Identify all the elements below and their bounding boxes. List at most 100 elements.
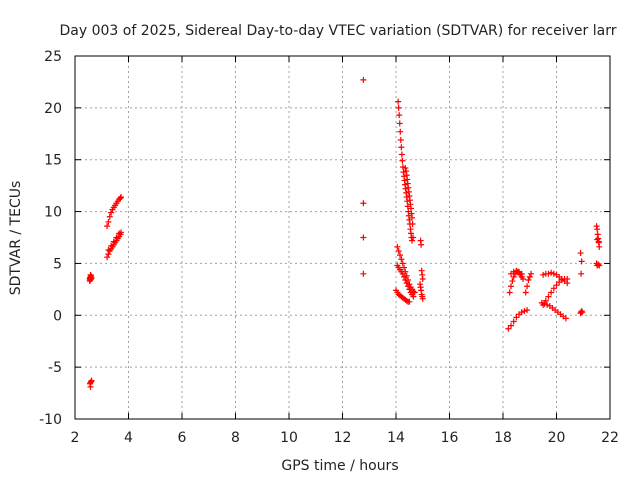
data-point — [419, 295, 426, 302]
data-point — [106, 213, 113, 220]
data-point — [394, 243, 401, 250]
data-point — [513, 314, 520, 321]
series-arc-8 — [402, 165, 417, 241]
data-point — [545, 293, 552, 300]
y-tick-label: -5 — [48, 360, 62, 376]
series-arc-7 — [395, 98, 416, 244]
x-tick-label: 20 — [548, 430, 566, 446]
data-point — [578, 270, 585, 277]
data-point — [509, 278, 516, 285]
data-point — [595, 239, 602, 246]
data-point — [401, 264, 408, 271]
series-arc-21 — [577, 250, 586, 317]
data-point — [360, 76, 367, 83]
data-point — [409, 221, 416, 228]
data-point — [510, 268, 517, 275]
data-point — [526, 273, 533, 280]
data-point — [397, 128, 404, 135]
x-tick-label: 8 — [231, 430, 240, 446]
series-arc-5 — [105, 230, 123, 253]
series-arc-20 — [540, 269, 571, 287]
data-point — [406, 298, 413, 305]
y-tick-label: 15 — [44, 153, 62, 169]
data-point — [520, 275, 527, 282]
data-point — [522, 289, 529, 296]
data-point — [395, 98, 402, 105]
data-point — [542, 297, 549, 304]
series-arc-11 — [393, 287, 413, 305]
data-point — [395, 104, 402, 111]
x-tick-label: 18 — [494, 430, 512, 446]
x-tick-label: 22 — [601, 430, 619, 446]
data-point — [108, 242, 115, 249]
data-point — [360, 234, 367, 241]
data-point — [419, 275, 426, 282]
axis-ticks: 2 4 6 8 10 12 14 16 18 20 22 -10 -5 0 5 10 15 20 25 — [39, 49, 619, 446]
x-tick-label: 6 — [178, 430, 187, 446]
data-point — [88, 272, 95, 279]
data-point — [410, 288, 417, 295]
x-tick-label: 16 — [441, 430, 459, 446]
data-point — [579, 309, 586, 316]
data-point — [594, 236, 601, 243]
data-point — [518, 309, 525, 316]
data-point — [409, 237, 416, 244]
data-point — [524, 283, 531, 290]
data-point — [562, 315, 569, 322]
x-tick-label: 4 — [124, 430, 133, 446]
data-point — [595, 261, 602, 268]
data-point — [578, 258, 585, 265]
data-point — [410, 234, 417, 241]
data-point — [505, 325, 512, 332]
y-tick-label: 0 — [53, 308, 62, 324]
series-arc-2 — [86, 377, 95, 390]
data-point — [521, 308, 528, 315]
data-point — [403, 272, 410, 279]
data-point — [108, 209, 115, 216]
data-point — [360, 270, 367, 277]
data-point — [418, 241, 425, 248]
data-point — [406, 286, 413, 293]
chart-title: Day 003 of 2025, Sidereal Day-to-day VTE… — [60, 23, 617, 39]
data-point — [399, 260, 406, 267]
data-point — [104, 223, 111, 230]
data-point — [405, 283, 412, 290]
series-arc-17 — [522, 270, 535, 296]
data-point — [510, 318, 517, 325]
data-point — [397, 252, 404, 259]
data-point — [409, 214, 416, 221]
data-point — [396, 112, 403, 119]
data-point — [506, 289, 513, 296]
data-point — [404, 198, 411, 205]
data-point — [398, 256, 405, 263]
data-point — [524, 307, 531, 314]
data-point — [594, 226, 601, 233]
data-point — [410, 293, 417, 300]
data-point — [541, 300, 548, 307]
y-tick-label: 5 — [53, 256, 62, 272]
data-point — [407, 205, 414, 212]
data-point — [550, 285, 557, 292]
data-point — [87, 383, 94, 390]
data-point — [88, 377, 95, 384]
series-arc-10 — [394, 262, 417, 300]
series-arc-16 — [508, 267, 525, 277]
data-point — [548, 269, 555, 276]
data-point — [104, 254, 111, 261]
series-arc-14 — [505, 307, 531, 332]
data-point — [401, 273, 408, 280]
data-point — [402, 277, 409, 284]
series-arc-3 — [104, 194, 125, 230]
data-point — [399, 270, 406, 277]
grid — [75, 56, 610, 419]
series-arc-13 — [417, 281, 426, 302]
data-point — [113, 234, 120, 241]
y-tick-label: -10 — [39, 412, 62, 428]
data-point — [540, 271, 547, 278]
y-tick-label: 25 — [44, 49, 62, 65]
x-tick-label: 10 — [280, 430, 298, 446]
data-point — [397, 137, 404, 144]
data-point — [553, 282, 560, 289]
data-point — [395, 247, 402, 254]
